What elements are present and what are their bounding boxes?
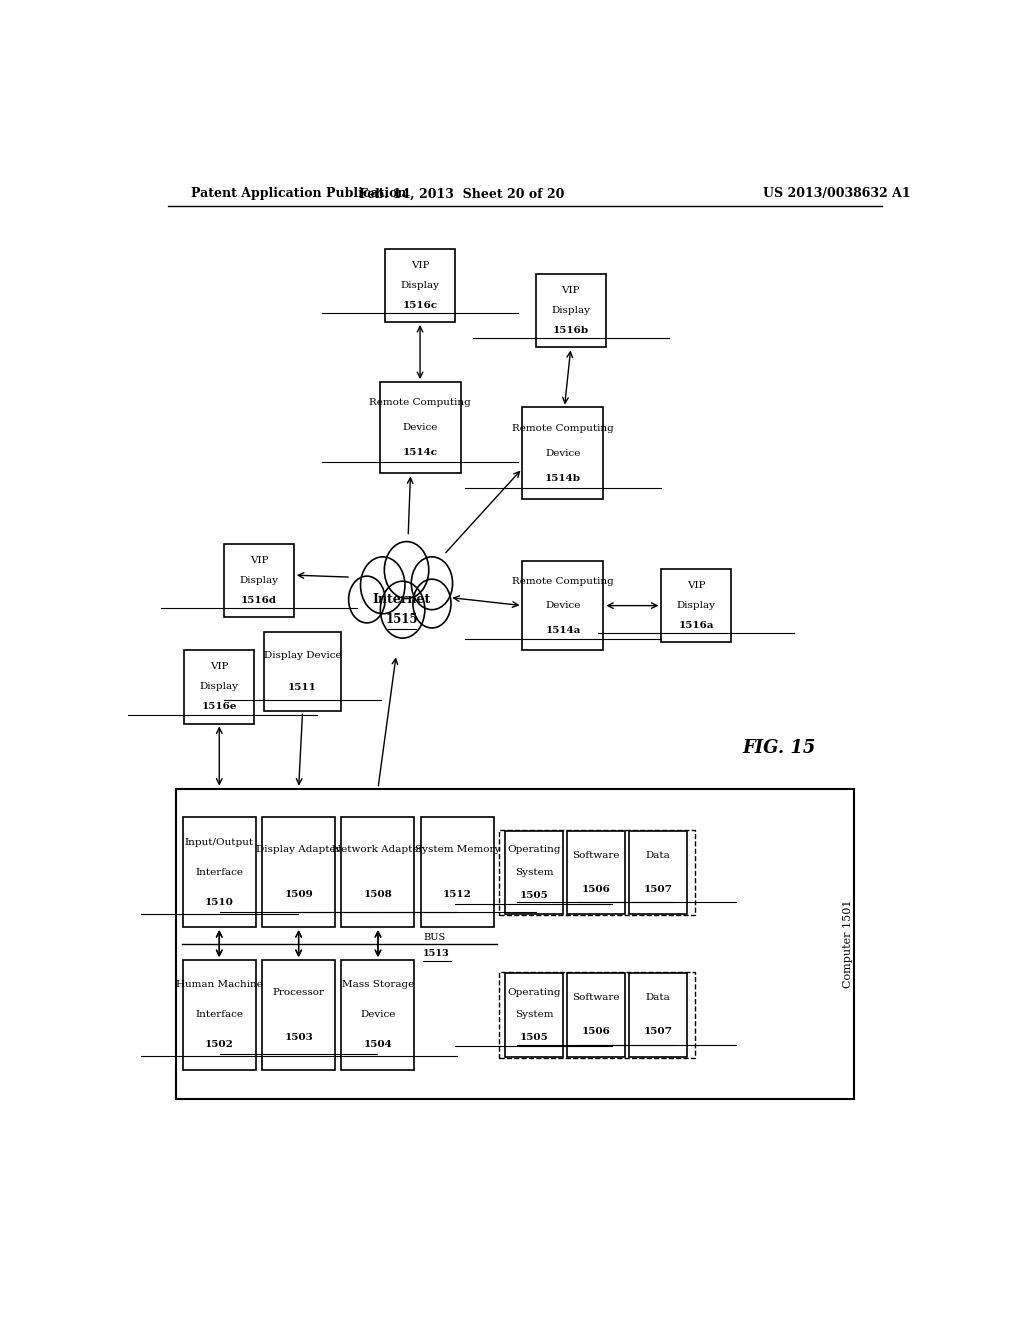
FancyBboxPatch shape [182,960,256,1069]
FancyBboxPatch shape [499,973,694,1057]
FancyBboxPatch shape [505,830,563,913]
Text: Software: Software [572,993,620,1002]
Text: System: System [515,1010,553,1019]
Text: 1504: 1504 [364,1040,392,1049]
Text: BUS: BUS [423,933,445,942]
Text: Patent Application Publication: Patent Application Publication [191,187,407,201]
Text: 1502: 1502 [205,1040,233,1049]
Text: 1515: 1515 [386,614,418,627]
Text: Interface: Interface [196,1010,244,1019]
Text: Input/Output: Input/Output [184,838,254,846]
Text: 1511: 1511 [288,684,317,693]
Circle shape [413,579,451,628]
FancyBboxPatch shape [499,829,694,915]
Text: 1509: 1509 [285,890,313,899]
FancyBboxPatch shape [505,973,563,1056]
FancyBboxPatch shape [522,561,603,651]
Text: Processor: Processor [272,987,325,997]
FancyBboxPatch shape [341,960,415,1069]
Text: 1516b: 1516b [553,326,589,335]
FancyBboxPatch shape [567,830,625,913]
Text: Computer 1501: Computer 1501 [843,899,853,987]
Circle shape [360,557,404,614]
FancyBboxPatch shape [262,817,335,927]
Text: 1516d: 1516d [241,595,276,605]
Text: VIP: VIP [687,581,706,590]
Text: 1507: 1507 [643,884,672,894]
Text: Display: Display [677,601,716,610]
Text: Operating: Operating [507,845,561,854]
Text: Human Machine: Human Machine [176,981,263,990]
FancyBboxPatch shape [421,817,494,927]
Text: Display: Display [240,576,279,585]
Text: 1516c: 1516c [402,301,437,310]
Text: 1507: 1507 [643,1027,672,1036]
Text: 1510: 1510 [205,898,233,907]
Text: Device: Device [402,424,437,432]
FancyBboxPatch shape [629,830,687,913]
Text: 1506: 1506 [582,1027,610,1036]
Text: 1505: 1505 [519,1034,548,1043]
Text: VIP: VIP [210,663,228,672]
FancyBboxPatch shape [567,973,625,1056]
Text: VIP: VIP [250,556,268,565]
Text: Device: Device [545,601,581,610]
Text: Data: Data [645,850,670,859]
Text: Display: Display [200,682,239,692]
Text: Data: Data [645,993,670,1002]
Text: Interface: Interface [196,867,244,876]
Text: Device: Device [545,449,581,458]
Text: Internet: Internet [373,593,431,606]
Text: System Memory: System Memory [415,845,500,854]
FancyBboxPatch shape [176,788,854,1098]
FancyBboxPatch shape [262,960,335,1069]
FancyBboxPatch shape [522,408,603,499]
Text: 1514c: 1514c [402,449,437,457]
Text: VIP: VIP [561,286,580,296]
FancyBboxPatch shape [662,569,731,643]
FancyBboxPatch shape [341,817,415,927]
Text: VIP: VIP [411,261,429,271]
FancyBboxPatch shape [380,381,461,474]
Text: 1516e: 1516e [202,702,237,711]
Text: Device: Device [360,1010,395,1019]
Text: 1513: 1513 [423,949,450,958]
FancyBboxPatch shape [385,249,455,322]
Text: System: System [515,867,553,876]
Text: Display: Display [400,281,439,290]
FancyBboxPatch shape [182,817,256,927]
Text: Mass Storage: Mass Storage [342,981,414,990]
Text: Operating: Operating [507,987,561,997]
Text: Network Adapter: Network Adapter [332,845,424,854]
Circle shape [384,541,429,598]
Text: FIG. 15: FIG. 15 [742,739,815,756]
Text: 1516a: 1516a [679,622,714,630]
FancyBboxPatch shape [536,275,606,347]
Text: Software: Software [572,850,620,859]
Text: 1508: 1508 [364,890,392,899]
Text: Remote Computing: Remote Computing [512,424,613,433]
Circle shape [348,576,385,623]
FancyBboxPatch shape [629,973,687,1056]
Text: Feb. 14, 2013  Sheet 20 of 20: Feb. 14, 2013 Sheet 20 of 20 [358,187,564,201]
FancyBboxPatch shape [264,632,341,711]
Text: 1505: 1505 [519,891,548,899]
Text: Display Device: Display Device [264,651,341,660]
Circle shape [412,557,453,610]
Circle shape [380,581,425,638]
Text: 1512: 1512 [443,890,472,899]
Text: 1514a: 1514a [545,626,581,635]
Text: Remote Computing: Remote Computing [512,577,613,586]
Text: 1514b: 1514b [545,474,581,483]
Text: Display: Display [551,306,590,315]
Text: 1503: 1503 [285,1032,313,1041]
Text: 1506: 1506 [582,884,610,894]
FancyBboxPatch shape [184,651,254,723]
Text: US 2013/0038632 A1: US 2013/0038632 A1 [763,187,910,201]
FancyBboxPatch shape [224,544,294,616]
Text: Remote Computing: Remote Computing [370,399,471,408]
Text: Display Adapter: Display Adapter [256,845,341,854]
